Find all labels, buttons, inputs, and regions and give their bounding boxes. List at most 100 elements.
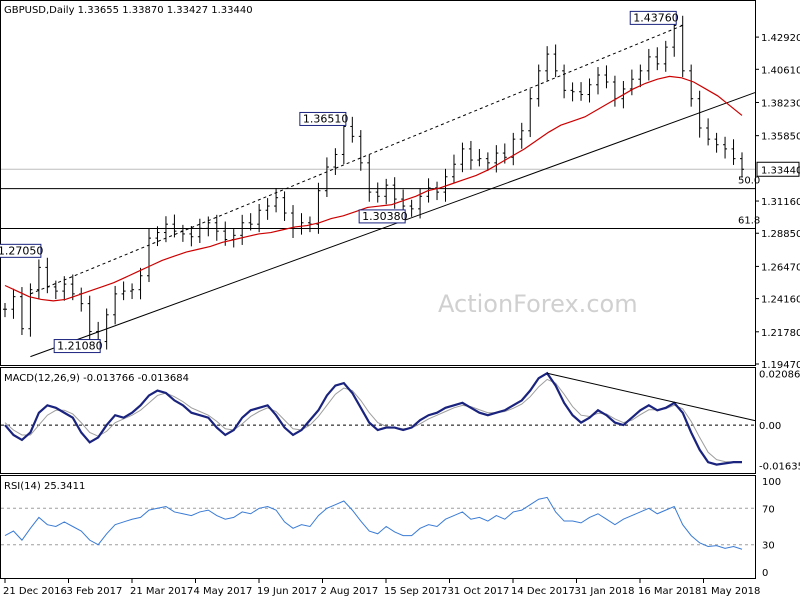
macd-line bbox=[4, 371, 742, 466]
price-bar bbox=[240, 214, 245, 245]
price-bar bbox=[536, 64, 541, 107]
y-tick-label: 1.42920 bbox=[761, 33, 800, 44]
moving-average-line bbox=[4, 75, 743, 302]
rsi-header: RSI(14) 25.3411 bbox=[4, 481, 85, 492]
annotation-label: 1.21080 bbox=[57, 340, 103, 353]
price-bar bbox=[282, 191, 287, 221]
price-bar bbox=[53, 280, 58, 300]
watermark: ActionForex.com bbox=[438, 290, 638, 318]
x-tick-label: 2 Aug 2017 bbox=[321, 586, 379, 597]
x-tick-label: 14 Dec 2017 bbox=[511, 586, 575, 597]
price-bar bbox=[443, 168, 448, 202]
price-bar bbox=[3, 302, 7, 318]
price-bar bbox=[740, 152, 744, 178]
macd-signal-line bbox=[4, 378, 742, 463]
price-annotation: 1.43760 bbox=[629, 10, 679, 25]
price-bar bbox=[384, 178, 389, 205]
price-bar bbox=[604, 65, 609, 89]
price-bar bbox=[341, 118, 346, 165]
price-bar bbox=[562, 64, 567, 99]
price-bar bbox=[248, 213, 253, 231]
current-price-label: 1.33440 bbox=[761, 165, 800, 176]
price-bar bbox=[130, 283, 135, 300]
price-bar bbox=[138, 267, 143, 300]
price-bar bbox=[147, 228, 152, 283]
main-header: GBPUSD,Daily 1.33655 1.33870 1.33427 1.3… bbox=[4, 5, 253, 16]
fib-level-label: 50.0 bbox=[738, 176, 760, 187]
y-tick-label: 1.19470 bbox=[761, 360, 800, 371]
price-bar bbox=[206, 216, 211, 237]
price-bar bbox=[714, 132, 719, 153]
price-bar bbox=[375, 182, 380, 203]
rsi-line bbox=[4, 496, 743, 550]
price-bar bbox=[333, 148, 338, 175]
x-tick-label: 16 Mar 2018 bbox=[638, 586, 701, 597]
x-tick-label: 1 May 2018 bbox=[702, 586, 761, 597]
price-annotation: 1.27050 bbox=[0, 243, 43, 258]
price-bar bbox=[113, 285, 118, 325]
y-tick-label: 1.40610 bbox=[761, 65, 800, 76]
price-bar bbox=[570, 82, 575, 102]
x-tick-label: 31 Jan 2018 bbox=[575, 586, 635, 597]
price-bar bbox=[689, 64, 694, 107]
price-annotation: 1.21080 bbox=[53, 339, 103, 354]
price-bar bbox=[468, 140, 473, 170]
price-bar bbox=[451, 154, 456, 184]
macd-trendline bbox=[547, 372, 756, 422]
price-bar bbox=[553, 44, 558, 78]
price-annotation: 1.30380 bbox=[358, 209, 408, 224]
y-tick-label: 1.38230 bbox=[761, 98, 800, 109]
price-bar bbox=[409, 199, 414, 217]
price-bar bbox=[587, 78, 592, 103]
price-bar bbox=[257, 203, 262, 233]
price-bar bbox=[316, 182, 321, 234]
price-bar bbox=[528, 89, 533, 138]
price-bar bbox=[477, 149, 482, 167]
y-tick-label: 1.24160 bbox=[761, 295, 800, 306]
y-tick-label: 1.21780 bbox=[761, 328, 800, 339]
price-bar bbox=[62, 276, 67, 301]
current-price-badge: 1.33440 bbox=[756, 161, 800, 177]
price-bar bbox=[163, 216, 168, 243]
price-bar bbox=[697, 90, 702, 138]
rsi-tick-label: 0 bbox=[762, 568, 768, 579]
rsi-tick-label: 70 bbox=[762, 504, 775, 515]
price-bar bbox=[638, 64, 643, 88]
rsi-panel bbox=[0, 475, 756, 579]
price-bar bbox=[11, 288, 16, 319]
price-bar bbox=[189, 225, 194, 247]
price-layer: 50.0 61.8 1.27050 1.21080 1.36510 1.30380 1.43… bbox=[0, 10, 760, 358]
annotation-label: 1.30380 bbox=[362, 210, 408, 223]
price-bar bbox=[663, 40, 668, 72]
price-bar bbox=[485, 152, 490, 171]
price-bar bbox=[104, 308, 109, 350]
axis-layer: 1.42920 1.40610 1.38230 1.35850 1.33440 1.311… bbox=[3, 33, 800, 597]
rsi-tick-label: 100 bbox=[762, 477, 781, 488]
price-bar bbox=[299, 213, 304, 235]
price-bar bbox=[214, 214, 219, 241]
price-bar bbox=[519, 122, 524, 149]
rsi-layer bbox=[1, 496, 755, 550]
macd-layer bbox=[1, 371, 756, 466]
price-bar bbox=[28, 283, 33, 337]
price-bar bbox=[70, 274, 75, 301]
price-bar bbox=[274, 188, 279, 213]
x-tick-label: 19 Jun 2017 bbox=[257, 586, 317, 597]
price-bar bbox=[680, 15, 685, 78]
x-tick-label: 31 Oct 2017 bbox=[448, 586, 510, 597]
price-bar bbox=[350, 116, 355, 143]
y-tick-label: 1.35850 bbox=[761, 132, 800, 143]
x-tick-label: 21 Dec 2016 bbox=[3, 586, 67, 597]
price-bar bbox=[579, 82, 584, 101]
price-bar bbox=[723, 136, 728, 159]
price-bar bbox=[45, 257, 50, 294]
price-bar bbox=[595, 67, 600, 95]
price-bar bbox=[367, 154, 372, 202]
price-bar bbox=[629, 69, 634, 96]
macd-tick-label: 0.00 bbox=[759, 421, 781, 432]
price-bar bbox=[418, 188, 423, 219]
annotation-label: 1.36510 bbox=[303, 112, 349, 125]
price-bar bbox=[324, 157, 329, 197]
y-tick-label: 1.28850 bbox=[761, 229, 800, 240]
